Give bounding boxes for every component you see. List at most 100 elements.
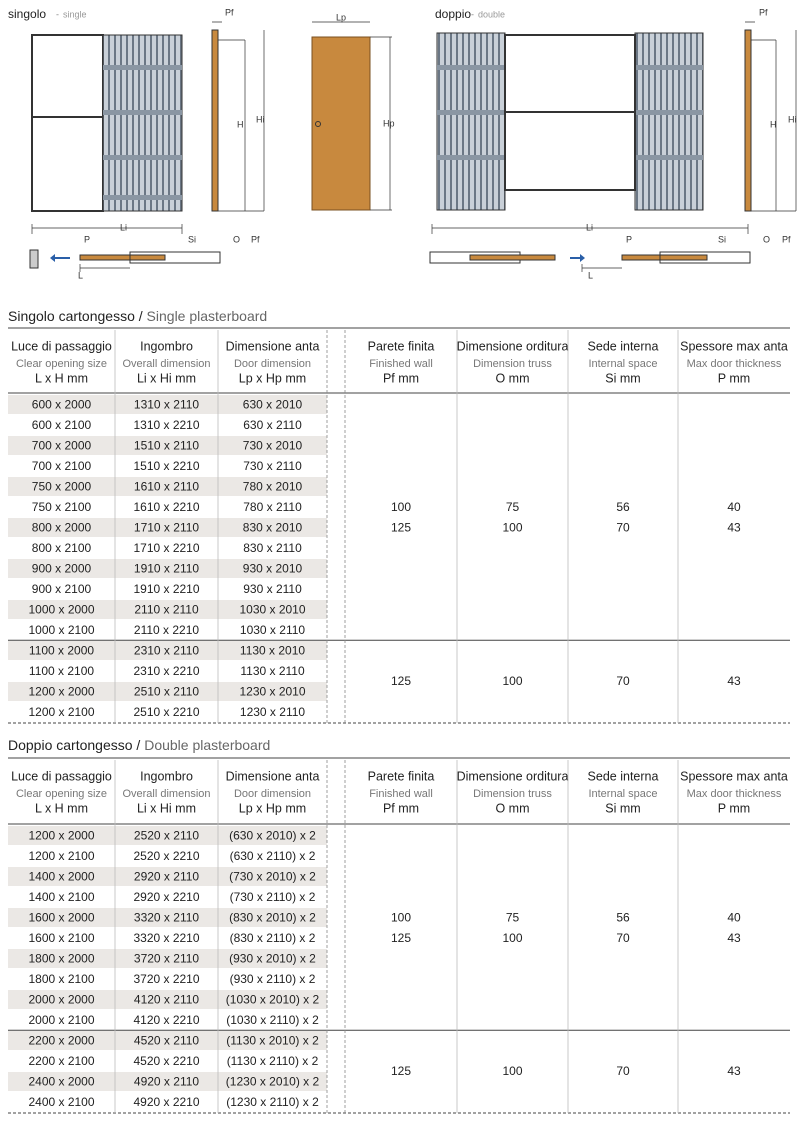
cell: 100 — [502, 931, 522, 945]
bars — [103, 65, 182, 200]
cell: (730 x 2010) x 2 — [229, 869, 316, 883]
dims — [312, 21, 392, 211]
cell: (730 x 2110) x 2 — [230, 890, 316, 904]
cell: 75 — [506, 500, 520, 514]
header-cell: Sede interna — [588, 339, 659, 353]
pocket — [436, 32, 506, 211]
cell: 600 x 2000 — [32, 397, 92, 411]
cell: 125 — [391, 1064, 411, 1078]
cell: 1100 x 2100 — [29, 664, 94, 678]
header-cell: P mm — [718, 371, 750, 385]
header-cell: Internal space — [588, 358, 657, 370]
cell: (930 x 2010) x 2 — [229, 951, 316, 965]
cell: 1610 x 2110 — [134, 479, 199, 493]
cell: 100 — [502, 674, 522, 688]
title-part: / — [133, 737, 145, 753]
cell: 70 — [616, 674, 630, 688]
title-part: / — [135, 308, 147, 324]
cell: 630 x 2110 — [243, 418, 302, 432]
dim: P — [626, 234, 632, 244]
cell: (1130 x 2010) x 2 — [226, 1033, 319, 1047]
tables: Singolo cartongesso / Single plasterboar… — [8, 308, 790, 1114]
header-cell: Lp x Hp mm — [239, 801, 306, 815]
header-cell: P mm — [718, 801, 750, 815]
header-cell: Ingombro — [140, 339, 193, 353]
cell: 1910 x 2110 — [134, 561, 199, 575]
row-shade — [8, 990, 327, 1009]
row-shade — [8, 867, 327, 886]
header-cell: Internal space — [588, 788, 657, 800]
cell: 730 x 2010 — [243, 438, 303, 452]
header-cell: Door dimension — [234, 788, 311, 800]
cell: 43 — [727, 1064, 741, 1078]
cell: (1230 x 2110) x 2 — [226, 1095, 319, 1109]
dim: Li — [120, 222, 127, 232]
cell: 4120 x 2110 — [134, 992, 199, 1006]
cell: 56 — [616, 910, 630, 924]
cell: 1910 x 2210 — [133, 582, 199, 596]
cell: 2000 x 2000 — [28, 992, 94, 1006]
cell: 1310 x 2210 — [133, 418, 199, 432]
cell: 1600 x 2100 — [28, 931, 94, 945]
dim: O — [233, 234, 240, 244]
header-cell: Clear opening size — [16, 358, 107, 370]
cell: 1510 x 2210 — [133, 459, 199, 473]
header-cell: Li x Hi mm — [137, 371, 196, 385]
cell: (1130 x 2110) x 2 — [227, 1054, 319, 1068]
cell: (1030 x 2110) x 2 — [226, 1013, 319, 1027]
cell: 2000 x 2100 — [28, 1013, 94, 1027]
cell: 3320 x 2210 — [133, 931, 199, 945]
arrow — [580, 254, 585, 262]
cell: 2920 x 2110 — [134, 869, 199, 883]
cell: 4520 x 2110 — [134, 1033, 199, 1047]
header-cell: O mm — [495, 801, 529, 815]
dim: Si — [718, 234, 726, 244]
cell: 2110 x 2110 — [134, 602, 199, 616]
arrow — [50, 254, 55, 262]
door — [311, 36, 371, 211]
cell: (1030 x 2010) x 2 — [226, 992, 320, 1006]
dim: O — [763, 234, 770, 244]
header-cell: Pf mm — [383, 801, 419, 815]
knob — [315, 121, 321, 127]
cell: 1000 x 2100 — [28, 623, 94, 637]
cell: 1130 x 2110 — [240, 664, 305, 678]
header-cell: Dimensione orditura — [457, 769, 569, 783]
header-cell: L x H mm — [35, 371, 88, 385]
header-cell: Luce di passaggio — [11, 769, 112, 783]
cell: 600 x 2100 — [32, 418, 92, 432]
cell: (930 x 2110) x 2 — [230, 972, 316, 986]
header-cell: Max door thickness — [687, 788, 782, 800]
title-part: Doppio cartongesso — [8, 737, 133, 753]
cell: 800 x 2000 — [32, 520, 92, 534]
double-subtitle: double — [478, 9, 505, 19]
dim: Pf — [759, 7, 768, 17]
cell: 100 — [391, 910, 411, 924]
dim: Li — [586, 222, 593, 232]
header-cell: Parete finita — [368, 769, 435, 783]
section — [211, 29, 219, 212]
cell: 730 x 2110 — [243, 459, 302, 473]
dim: Hi — [788, 114, 797, 124]
cell: 2110 x 2210 — [134, 623, 199, 637]
header-cell: Overall dimension — [122, 358, 210, 370]
cell: 1000 x 2000 — [28, 602, 94, 616]
cell: 1200 x 2100 — [28, 705, 94, 719]
door-plan — [469, 254, 556, 261]
cell: (830 x 2010) x 2 — [229, 910, 316, 924]
cell: 70 — [616, 931, 630, 945]
header-cell: Overall dimension — [122, 788, 210, 800]
cell: 700 x 2100 — [32, 459, 92, 473]
header-cell: Finished wall — [369, 358, 433, 370]
cell: 2400 x 2000 — [28, 1074, 94, 1088]
header-cell: Lp x Hp mm — [239, 371, 306, 385]
cell: 1400 x 2100 — [28, 890, 94, 904]
row-shade — [8, 518, 327, 537]
frame — [31, 34, 104, 212]
header-cell: Si mm — [605, 801, 640, 815]
cell: 1130 x 2010 — [240, 643, 305, 657]
dim: Pf — [225, 7, 234, 17]
cell: 900 x 2100 — [32, 582, 92, 596]
table-title: Doppio cartongesso / Double plasterboard — [8, 737, 270, 753]
